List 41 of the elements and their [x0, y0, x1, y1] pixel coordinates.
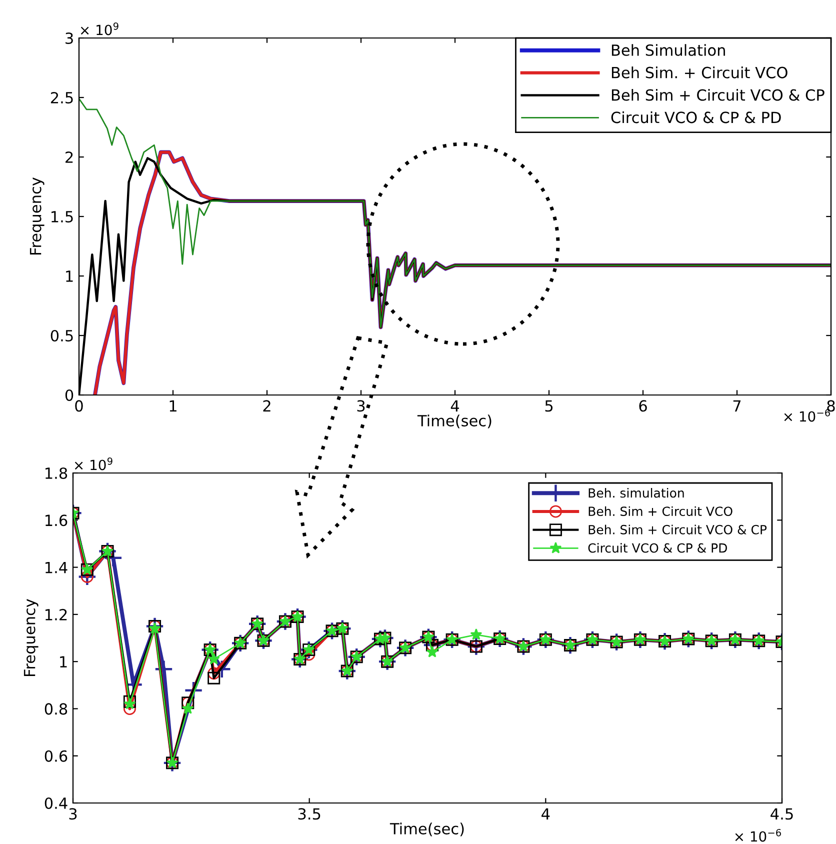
legend-label: Circuit VCO & CP & PD [611, 111, 781, 124]
legend-label: Beh Simulation [612, 44, 725, 56]
y-tick-label: 1.5 [52, 211, 73, 223]
x-tick-label: 7 [733, 400, 741, 412]
y-tick-label: 0.6 [44, 750, 68, 762]
x-tick-label: 5 [545, 400, 553, 412]
legend-label: Beh Sim + Circuit VCO & CP [612, 88, 824, 101]
y-tick-label: 1.2 [46, 608, 67, 620]
x-axis-title: Time(sec) [390, 822, 464, 836]
x-tick-label: 4 [450, 400, 460, 412]
y-tick-label: 1 [66, 270, 73, 282]
y-axis-title: Frequency [24, 598, 38, 676]
legend-label: Beh. Sim + Circuit VCO & CP [588, 524, 767, 534]
x-tick-label: 1 [170, 400, 176, 412]
legend-label: Beh. simulation [588, 488, 684, 498]
y-tick-label: 0.8 [44, 703, 68, 715]
legend-label: Beh Sim. + Circuit VCO [612, 66, 788, 78]
legend-label: Circuit VCO & CP & PD [588, 543, 727, 553]
y-tick-label: 2 [66, 151, 73, 163]
text: × 10$^{−6}$ [735, 828, 781, 842]
x-tick-label: 0 [75, 400, 83, 412]
legend-label: Beh. Sim + Circuit VCO [588, 506, 732, 516]
x-axis-title: Time(sec) [417, 414, 492, 428]
x-tick-label: 3.5 [298, 808, 320, 820]
y-tick-label: 1.8 [46, 467, 68, 480]
text: × 10$^{9}$ [80, 22, 118, 36]
x-tick-label: 3 [357, 400, 365, 412]
x-tick-label: 6 [639, 400, 647, 412]
y-tick-label: 0.4 [44, 797, 68, 810]
text: × 10$^{9}$ [74, 457, 112, 470]
y-tick-label: 3 [66, 32, 73, 44]
y-tick-label: 0.5 [50, 330, 73, 342]
y-tick-label: 0 [65, 389, 74, 402]
y-axis-title: Frequency [30, 177, 44, 254]
y-tick-label: 2.5 [50, 92, 73, 104]
y-tick-label: 1.4 [46, 562, 68, 574]
y-tick-label: 1 [60, 656, 67, 668]
x-tick-label: 2 [263, 400, 270, 412]
y-tick-label: 1.6 [46, 514, 68, 526]
x-tick-label: 4.5 [770, 808, 793, 820]
x-tick-label: 4 [542, 808, 550, 820]
